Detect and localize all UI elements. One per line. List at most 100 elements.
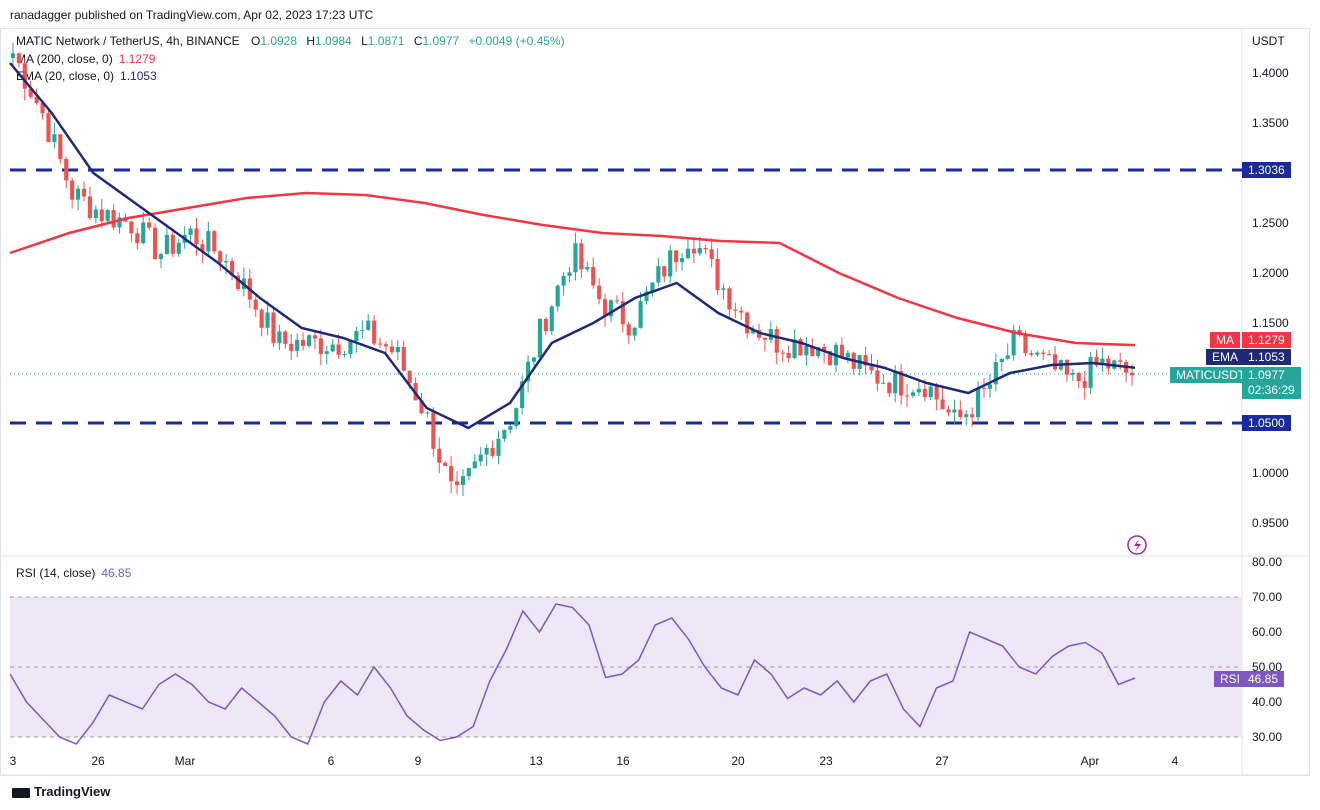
candle-body [958, 409, 963, 418]
rsi-label-tag: RSI [1214, 671, 1247, 687]
candle-body [839, 344, 844, 358]
candle-body [691, 248, 696, 254]
candle-body [395, 346, 400, 353]
candle-body [437, 448, 442, 463]
time-tick-label: Mar [175, 754, 196, 768]
rsi-line[interactable] [9, 603, 1136, 745]
candle-body [1076, 372, 1081, 381]
candle-body [573, 243, 578, 273]
candle-body [762, 337, 768, 340]
symbol-legend: MATIC Network / TetherUS, 4h, BINANCE O1… [16, 34, 565, 48]
candle-body [567, 272, 572, 276]
candle-body [377, 343, 383, 345]
candle-body [733, 309, 738, 311]
price-tick-label: 0.9500 [1252, 516, 1289, 530]
candle-body [739, 310, 744, 313]
candle-body [1094, 356, 1099, 366]
candle-body [224, 261, 229, 263]
candle-body [644, 291, 649, 302]
candle-body [887, 382, 892, 394]
ema-legend[interactable]: EMA (20, close, 0) 1.1053 [16, 69, 157, 83]
candle-body [1005, 355, 1010, 359]
rsi-tick-label: 30.00 [1252, 730, 1282, 744]
candle-body [526, 361, 531, 382]
candle-body [431, 412, 436, 449]
candle-body [685, 248, 691, 259]
candle-body [16, 53, 21, 64]
candle-body [697, 248, 702, 254]
candle-body [76, 188, 81, 200]
candle-body [490, 447, 495, 456]
symbol-title[interactable]: MATIC Network / TetherUS, 4h, BINANCE [16, 34, 240, 48]
candle-body [271, 312, 276, 344]
candle-body [608, 300, 614, 317]
candle-body [425, 412, 430, 414]
candle-body [543, 318, 548, 332]
candle-body [549, 306, 554, 332]
candle-body [1029, 353, 1034, 355]
candle-body [922, 388, 927, 398]
candle-body [277, 331, 282, 344]
candle-body [466, 468, 471, 477]
candle-body [656, 266, 661, 283]
candle-body [620, 301, 625, 325]
candle-body [792, 339, 797, 358]
candle-body [81, 188, 87, 197]
candles-group [10, 42, 1135, 496]
candle-body [709, 249, 714, 259]
candle-body [899, 371, 904, 396]
ema-20-line[interactable] [9, 62, 1136, 430]
candle-body [70, 180, 75, 200]
candle-body [87, 196, 93, 218]
candle-body [342, 353, 347, 355]
tradingview-icon [12, 787, 30, 798]
ohlc-open: O1.0928 [250, 34, 298, 48]
candle-body [910, 392, 916, 396]
rsi-tick-label: 70.00 [1252, 590, 1282, 604]
price-tick-label: 1.3500 [1252, 116, 1289, 130]
candle-body [336, 344, 341, 355]
candle-body [34, 96, 39, 103]
candle-body [117, 217, 122, 228]
rsi-legend[interactable]: RSI (14, close) 46.85 [16, 566, 132, 580]
ohlc-change: +0.0049 (+0.45%) [468, 34, 565, 48]
candle-body [674, 250, 679, 263]
candle-body [407, 370, 412, 384]
candle-body [443, 462, 448, 466]
price-tick-label: 1.2000 [1252, 266, 1289, 280]
candle-body [1041, 352, 1046, 355]
candle-body [514, 408, 519, 426]
candle-body [324, 351, 329, 354]
ma-legend[interactable]: MA (200, close, 0) 1.1279 [16, 52, 156, 66]
time-axis: 3 26 Mar 6 9 13 16 20 23 27 Apr 4 [10, 754, 1179, 768]
candle-body [1035, 352, 1040, 355]
ma-200-line[interactable] [9, 191, 1136, 347]
candle-body [1088, 356, 1093, 388]
candle-body [265, 312, 270, 328]
candle-body [555, 285, 560, 307]
candle-body [561, 275, 566, 286]
candle-body [893, 371, 898, 394]
candle-body [194, 228, 199, 245]
candle-body [508, 425, 513, 430]
candle-body [354, 330, 359, 342]
rsi-tick-label: 80.00 [1252, 555, 1282, 569]
candle-body [727, 288, 732, 310]
candle-body [1023, 335, 1028, 354]
candle-body [306, 335, 312, 346]
candle-body [976, 387, 981, 418]
candle-body [591, 266, 596, 286]
candle-body [614, 300, 619, 302]
lightning-icon[interactable] [1127, 535, 1147, 555]
candle-body [389, 346, 394, 353]
candle-body [129, 221, 134, 234]
candle-body [597, 285, 602, 300]
candle-body [301, 339, 306, 346]
tradingview-logo[interactable]: TradingView [12, 784, 110, 799]
time-tick-label: 23 [819, 754, 833, 768]
candle-body [881, 382, 886, 384]
candle-body [93, 209, 98, 218]
ohlc-close: C1.0977 [413, 34, 460, 48]
candle-body [235, 275, 241, 290]
